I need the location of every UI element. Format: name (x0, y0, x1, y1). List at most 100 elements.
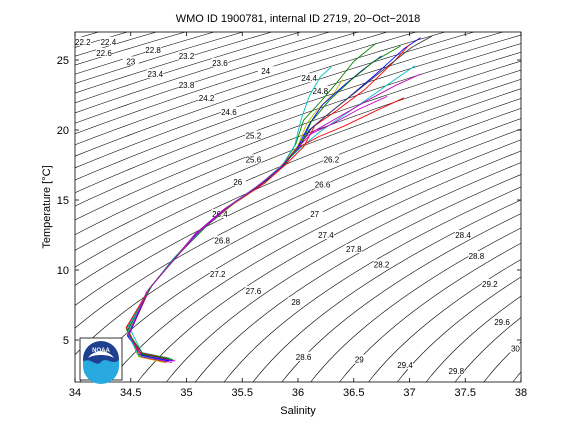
density-label-bg (220, 106, 237, 116)
density-label: 28.2 (374, 260, 390, 269)
density-label: 29.4 (397, 361, 413, 370)
density-label: 24.2 (199, 94, 215, 103)
density-isopleths (75, 32, 521, 382)
density-label: 23.4 (148, 70, 164, 79)
y-tick-label: 10 (57, 265, 69, 277)
density-label-bg (455, 230, 471, 239)
density-label-bg (245, 130, 262, 140)
density-label: 29.6 (494, 318, 510, 327)
density-isopleth (339, 242, 521, 382)
density-label-bg (397, 360, 413, 370)
density-labels: 22.2 22.4 22.6 22.8 23 23.2 23.4 23.6 23.8 24 24.2… (75, 36, 521, 376)
y-axis: 5 10 15 20 25 (57, 55, 521, 347)
density-label: 27.2 (210, 270, 226, 279)
x-axis: 34 34.5 35 35.5 36 36.5 37 37.5 38 (69, 32, 527, 399)
y-tick-label: 15 (57, 195, 69, 207)
density-isopleth (252, 199, 521, 382)
density-label: 29.2 (482, 280, 498, 289)
density-isopleth (75, 51, 521, 221)
density-label-bg (178, 50, 195, 60)
density-label: 27 (310, 210, 319, 219)
density-label: 28.8 (469, 252, 485, 261)
density-label-bg (448, 365, 465, 375)
density-label-bg (306, 209, 323, 218)
density-label-bg (287, 297, 304, 307)
density-label-bg (96, 48, 112, 57)
density-isopleth (75, 32, 418, 146)
density-isopleth (75, 60, 521, 236)
x-tick-label: 35 (180, 387, 192, 399)
density-isopleth (75, 78, 521, 268)
density-label: 26.2 (324, 155, 340, 164)
density-label-bg (245, 286, 262, 295)
density-label-bg (345, 244, 362, 253)
x-tick-label: 37.5 (455, 387, 476, 399)
x-tick-label: 36 (292, 387, 304, 399)
density-isopleth (75, 118, 521, 356)
density-isopleth (75, 34, 521, 194)
density-label-bg (295, 351, 312, 361)
density-label: 22.6 (96, 49, 112, 58)
y-tick-label: 5 (63, 335, 69, 347)
density-label: 24.4 (301, 74, 317, 83)
density-isopleth (75, 43, 521, 207)
density-label-bg (314, 179, 331, 189)
density-label: 28 (291, 298, 300, 307)
density-label: 23.6 (212, 59, 228, 68)
logo-gull (88, 351, 114, 358)
density-label-bg (100, 36, 117, 46)
density-isopleth (75, 32, 360, 124)
y-axis-label: Temperature [°C] (41, 165, 53, 248)
density-label: 22.4 (101, 38, 117, 47)
density-label-bg (145, 45, 162, 55)
density-label-bg (494, 316, 510, 326)
density-label-bg (481, 279, 498, 288)
y-tick-label: 25 (57, 55, 69, 67)
density-isopleth (425, 295, 521, 382)
density-isopleth (75, 69, 521, 251)
density-label-bg (257, 66, 274, 76)
density-label-bg (147, 69, 164, 78)
x-tick-label: 37 (403, 387, 415, 399)
density-isopleth (137, 150, 521, 382)
density-isopleth (75, 98, 521, 306)
density-label: 26.6 (315, 181, 331, 190)
density-label: 25.2 (246, 132, 262, 141)
density-label-bg (214, 235, 231, 245)
x-tick-label: 36.5 (343, 387, 364, 399)
density-isopleth (75, 32, 273, 94)
profile-series (125, 35, 433, 363)
density-label: 26.8 (214, 237, 230, 246)
density-label-bg (75, 36, 91, 46)
y-tick-label: 20 (57, 125, 69, 137)
density-label: 22.2 (75, 38, 91, 47)
density-label-bg (312, 85, 329, 95)
density-label-bg (351, 354, 368, 364)
density-isopleth (368, 259, 521, 382)
density-isopleth (396, 276, 521, 382)
density-label-bg (209, 269, 226, 279)
density-label-bg (507, 343, 521, 353)
density-label: 29 (355, 356, 364, 365)
density-label-bg (245, 154, 262, 164)
density-label: 26 (233, 178, 242, 187)
density-label: 25.6 (246, 155, 262, 164)
density-label-bg (301, 73, 318, 83)
density-label: 24 (261, 67, 270, 76)
density-label: 28.6 (296, 353, 312, 362)
plot-background (75, 32, 521, 382)
profile-line (128, 73, 421, 363)
chart-title: WMO ID 1900781, internal ID 2719, 20−Oct… (176, 13, 421, 25)
density-isopleth (75, 32, 302, 104)
density-label: 27.6 (246, 287, 262, 296)
density-isopleth (75, 32, 331, 114)
density-label: 27.8 (346, 245, 362, 254)
density-label: 24.6 (221, 108, 237, 117)
density-label: 23.8 (179, 81, 195, 90)
density-label: 23.2 (179, 52, 195, 61)
density-label-bg (317, 230, 334, 239)
density-label-bg (122, 56, 139, 66)
x-axis-label: Salinity (280, 405, 316, 417)
density-label: 28.4 (455, 231, 471, 240)
